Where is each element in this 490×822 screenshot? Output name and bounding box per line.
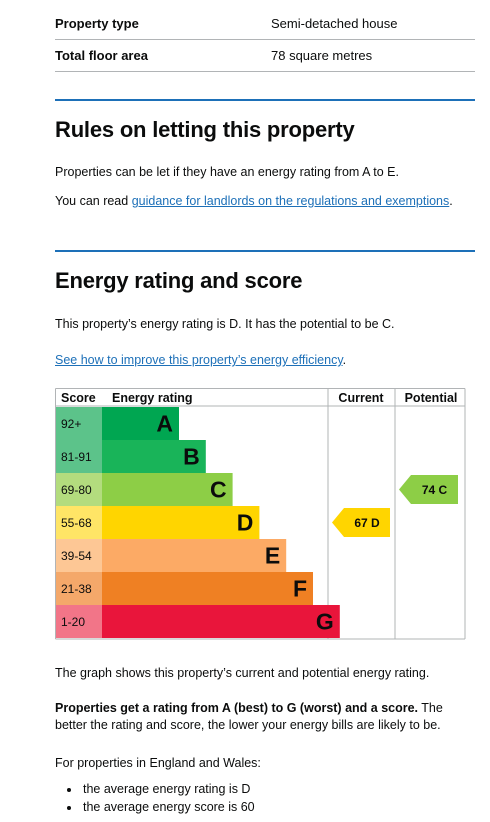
band-letter: G xyxy=(316,609,334,635)
list-item: the average energy score is 60 xyxy=(81,798,255,816)
band-score-label: 69-80 xyxy=(61,483,92,497)
current-rating-label: 67 D xyxy=(354,516,380,530)
band-score-cell xyxy=(56,407,102,440)
header-potential: Potential xyxy=(405,391,458,405)
guidance-link[interactable]: guidance for landlords on the regulation… xyxy=(131,194,450,208)
header-current: Current xyxy=(338,391,384,405)
header-score: Score xyxy=(61,391,96,405)
band-bar-f xyxy=(102,572,313,605)
rating-explanation: Properties get a rating from A (best) to… xyxy=(55,700,475,734)
band-bar-c xyxy=(102,473,233,506)
energy-rating-chart: Score Energy rating Current Potential 92… xyxy=(55,388,466,645)
summary-value: Semi-detached house xyxy=(271,16,398,31)
potential-rating-label: 74 C xyxy=(422,483,448,497)
band-score-cell xyxy=(56,572,102,605)
band-score-label: 81-91 xyxy=(61,450,92,464)
graph-description: The graph shows this property’s current … xyxy=(55,666,430,680)
letting-text: Properties can be let if they have an en… xyxy=(55,165,399,179)
band-bar-e xyxy=(102,539,287,572)
band-bar-b xyxy=(102,440,206,473)
averages-list: the average energy rating is D the avera… xyxy=(65,780,255,816)
band-score-label: 39-54 xyxy=(61,549,92,563)
band-score-label: 92+ xyxy=(61,417,81,431)
band-bar-g xyxy=(102,605,340,638)
header-energy-rating: Energy rating xyxy=(112,391,193,405)
band-letter: A xyxy=(156,411,173,437)
summary-row: Total floor area 78 square metres xyxy=(55,40,475,72)
band-bar-a xyxy=(102,407,179,440)
energy-rating-chart-svg: Score Energy rating Current Potential 92… xyxy=(55,388,466,640)
property-summary-table: Property type Semi-detached house Total … xyxy=(55,8,475,72)
band-bar-d xyxy=(102,506,260,539)
current-rating-arrow xyxy=(332,508,390,537)
section-divider xyxy=(55,250,475,252)
letting-guidance-text: You can read guidance for landlords on t… xyxy=(55,193,475,210)
band-score-cell xyxy=(56,440,102,473)
improve-link-text: See how to improve this property’s energ… xyxy=(55,352,475,369)
summary-value: 78 square metres xyxy=(271,48,373,63)
band-letter: D xyxy=(237,510,254,536)
band-letter: B xyxy=(183,444,200,470)
summary-row: Property type Semi-detached house xyxy=(55,8,475,40)
band-score-cell xyxy=(56,473,102,506)
energy-rating-text: This property’s energy rating is D. It h… xyxy=(55,317,395,331)
improve-efficiency-link[interactable]: See how to improve this property’s energ… xyxy=(55,353,343,367)
section-divider xyxy=(55,99,475,101)
rating-explanation-rest: The better the rating and score, the low… xyxy=(55,701,443,732)
letting-heading: Rules on letting this property xyxy=(55,117,355,142)
summary-key: Total floor area xyxy=(55,48,148,63)
guidance-prefix: You can read xyxy=(55,194,132,208)
potential-rating-arrow xyxy=(399,475,458,504)
band-score-cell xyxy=(56,539,102,572)
rating-explanation-bold: Properties get a rating from A (best) to… xyxy=(55,701,419,715)
summary-key: Property type xyxy=(55,16,139,31)
band-letter: E xyxy=(265,543,280,569)
band-letter: C xyxy=(210,477,227,503)
energy-heading: Energy rating and score xyxy=(55,268,303,293)
england-wales-text: For properties in England and Wales: xyxy=(55,756,261,770)
band-score-cell xyxy=(56,605,102,638)
band-score-label: 21-38 xyxy=(61,582,92,596)
band-score-label: 55-68 xyxy=(61,516,92,530)
band-letter: F xyxy=(293,576,307,602)
list-item: the average energy rating is D xyxy=(81,780,255,798)
band-score-label: 1-20 xyxy=(61,615,85,629)
band-score-cell xyxy=(56,506,102,539)
improve-link-suffix: . xyxy=(342,353,347,367)
guidance-suffix: . xyxy=(449,194,453,208)
